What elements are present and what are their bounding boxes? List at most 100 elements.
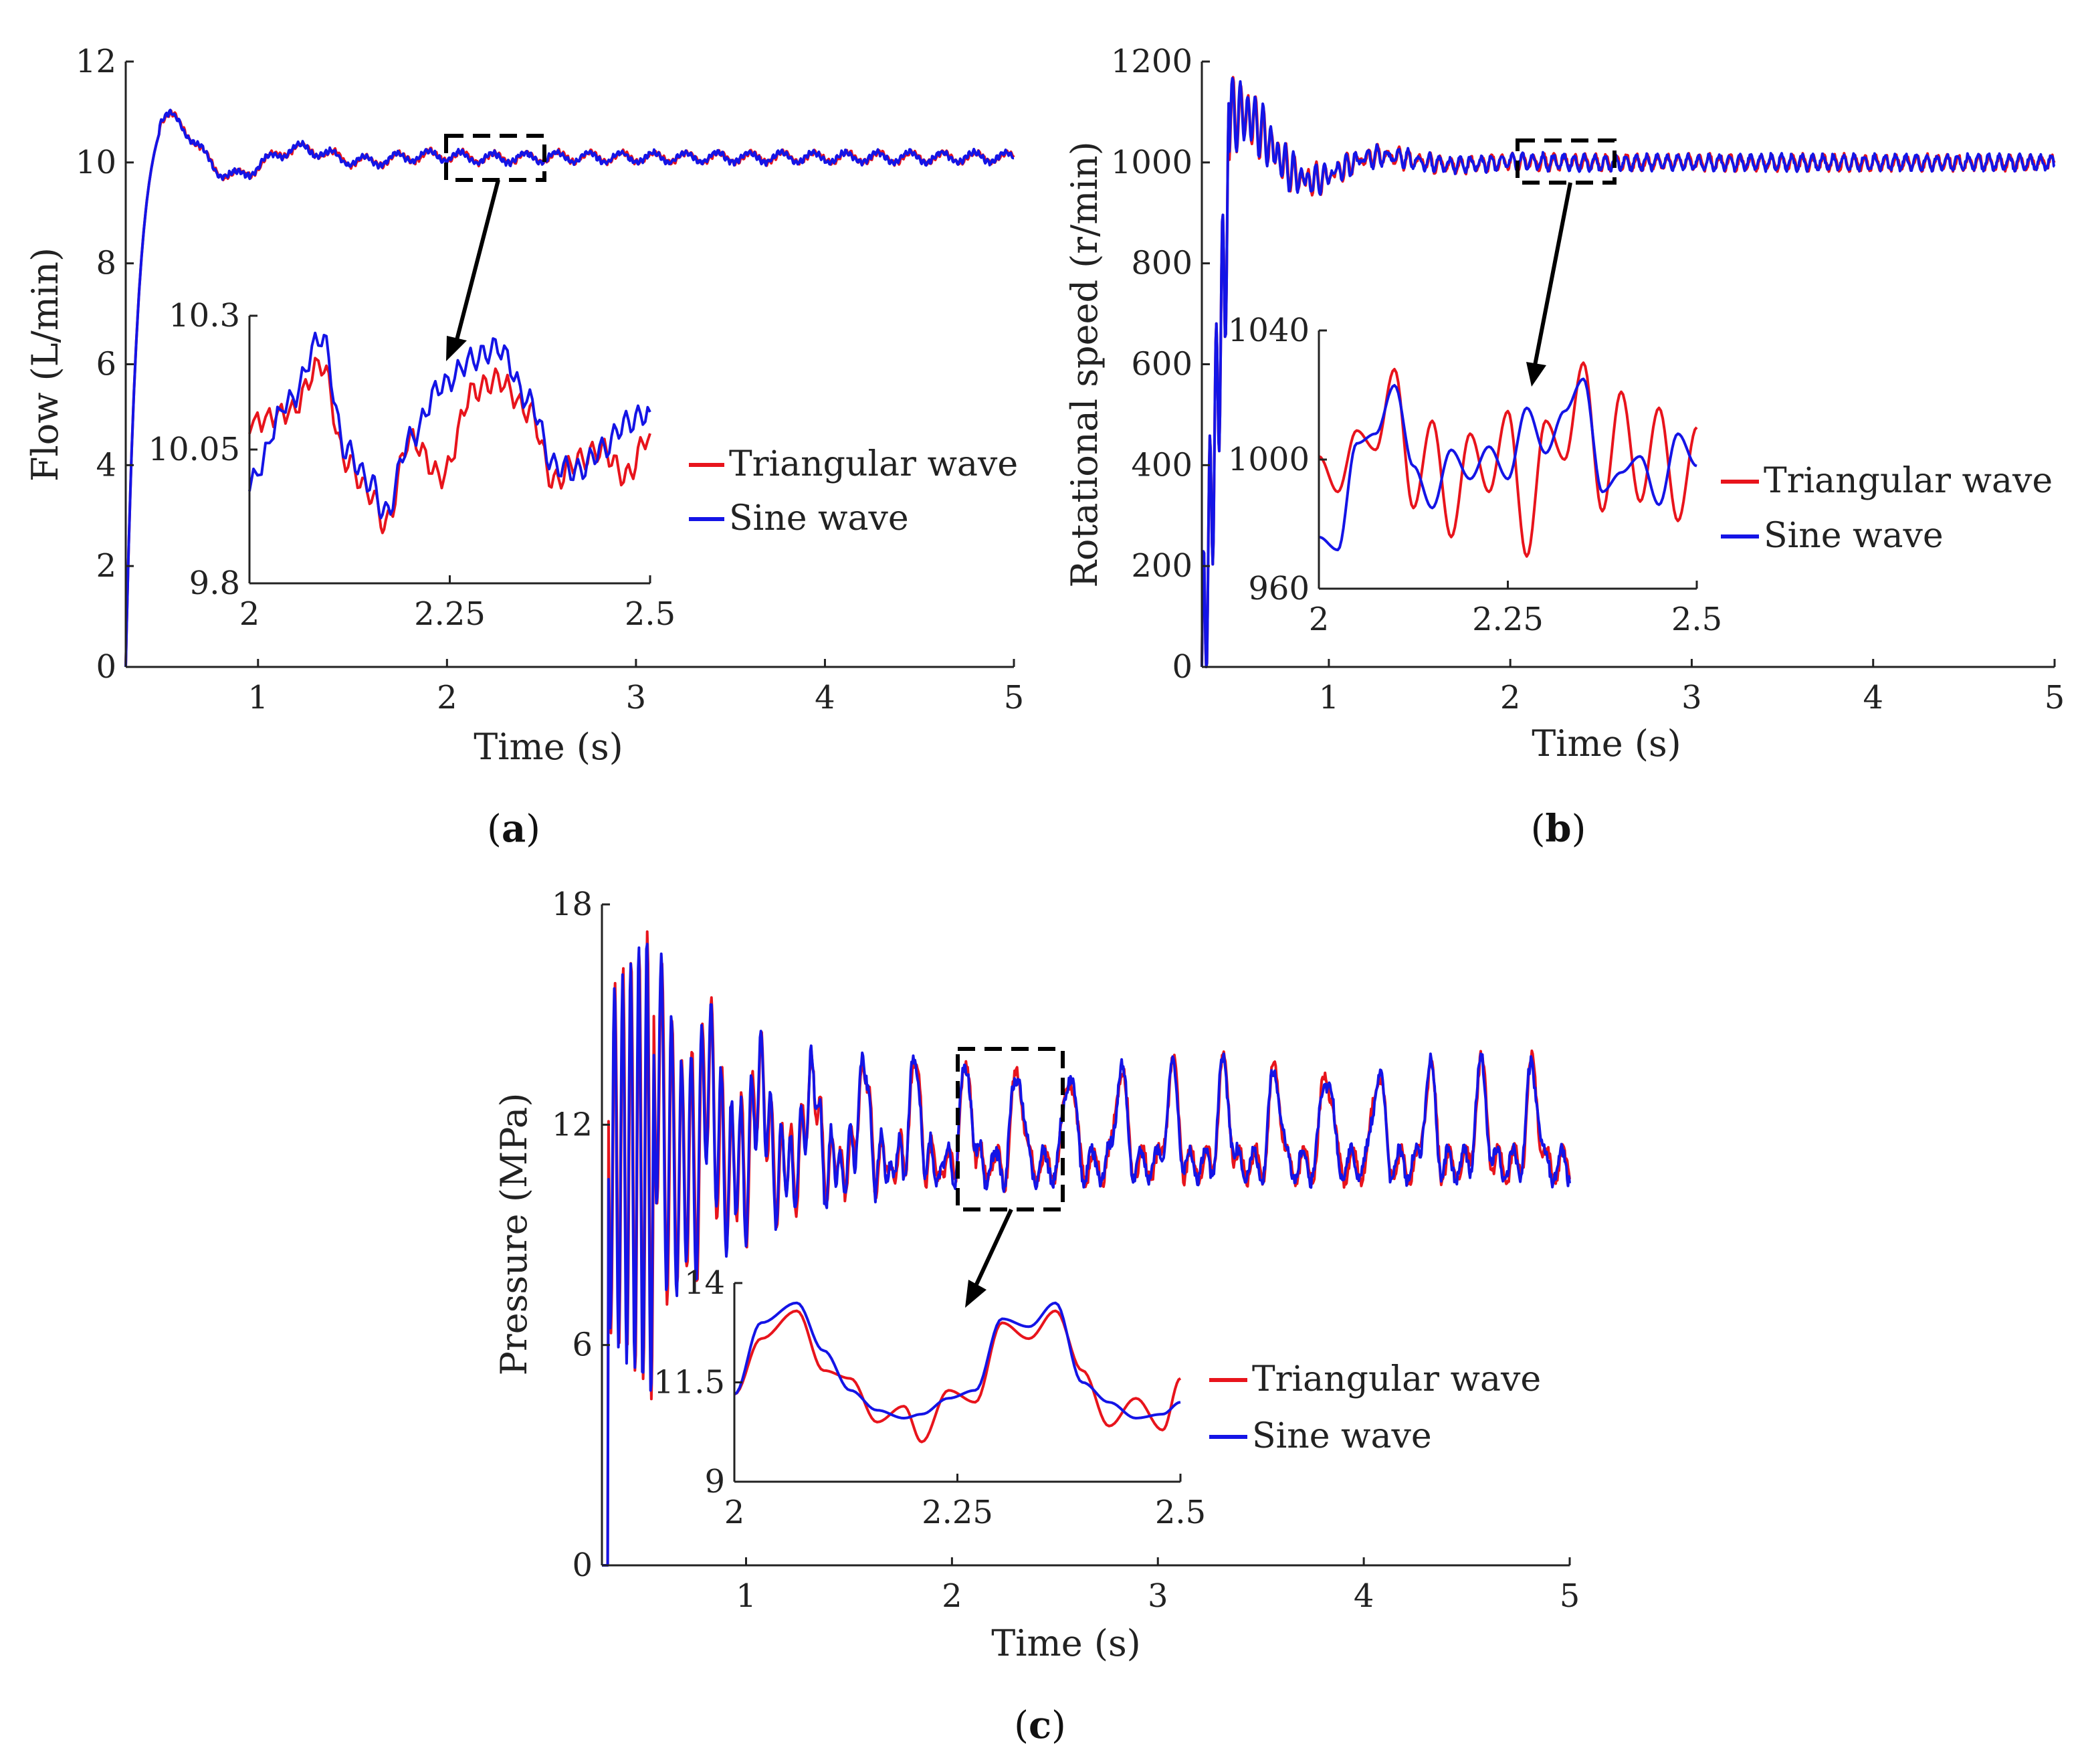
panel-a-arrow-head <box>446 336 467 361</box>
y-tick-label: 4 <box>96 446 116 484</box>
panel-c-inset-sine-line <box>733 1301 1181 1419</box>
panel-c-y-axis-label: Pressure (MPa) <box>493 1093 535 1376</box>
panel-a-x-ticks: 1 2 3 4 5 <box>248 659 1025 716</box>
x-tick-label: 1 <box>736 1577 756 1615</box>
panel-a-x-axis-label: Time (s) <box>474 726 623 768</box>
x-tick-label: 3 <box>626 679 647 716</box>
panel-b-x-axis-label: Time (s) <box>1532 722 1681 765</box>
panel-b-inset: 960 1000 1040 2 2.25 2.5 <box>1228 312 1722 638</box>
panel-c-x-axis-label: Time (s) <box>991 1622 1140 1664</box>
panel-c-inset-y-ticks: 9 11.5 14 <box>653 1264 742 1500</box>
panel-a-y-ticks: 0 2 4 6 8 10 12 <box>76 43 134 686</box>
x-tick-label: 2.5 <box>625 595 675 633</box>
x-tick-label: 2 <box>1309 601 1330 638</box>
legend-label-triangular: Triangular wave <box>729 444 1018 484</box>
y-tick-label: 12 <box>76 43 116 80</box>
panel-a-inset-x-ticks: 2 2.25 2.5 <box>239 575 675 633</box>
y-tick-label: 1040 <box>1228 312 1310 349</box>
x-tick-label: 3 <box>1148 1577 1168 1615</box>
x-tick-label: 4 <box>1354 1577 1374 1615</box>
x-tick-label: 5 <box>1004 679 1025 716</box>
panel-a-zoom-arrow <box>455 179 500 340</box>
panel-a-letter: a <box>502 807 526 851</box>
y-tick-label: 0 <box>572 1547 593 1584</box>
panel-b-letter: b <box>1545 807 1571 851</box>
panel-c-triangular-line <box>601 930 1571 1567</box>
panel-c-letter: c <box>1029 1703 1051 1747</box>
x-tick-label: 2.25 <box>414 595 486 633</box>
x-tick-label: 4 <box>1863 679 1883 716</box>
x-tick-label: 2 <box>1500 679 1521 716</box>
panel-a-inset-sine-line <box>248 331 651 520</box>
panel-b-legend: Triangular wave Sine wave <box>1721 461 2053 556</box>
y-tick-label: 9.8 <box>189 565 240 602</box>
y-tick-label: 1000 <box>1228 441 1310 478</box>
panel-a-series <box>124 108 1015 668</box>
x-tick-label: 2 <box>437 679 457 716</box>
legend-label-triangular: Triangular wave <box>1764 461 2053 501</box>
y-tick-label: 600 <box>1131 346 1192 383</box>
panel-c-legend: Triangular wave Sine wave <box>1209 1359 1541 1456</box>
y-tick-label: 9 <box>704 1463 725 1500</box>
x-tick-label: 2 <box>942 1577 962 1615</box>
x-tick-label: 5 <box>2045 679 2065 716</box>
panel-b-zoom-box <box>1516 138 1617 185</box>
panel-b-rotational-speed-chart: 0 200 400 600 800 1000 1200 1 2 3 4 5 Rotational s… <box>1063 43 2065 851</box>
panel-c-label: (c) <box>1014 1703 1066 1747</box>
x-tick-label: 2.5 <box>1155 1494 1206 1531</box>
x-tick-label: 2 <box>724 1494 745 1531</box>
panel-a-sine-line <box>124 108 1015 668</box>
panel-c-arrow-head <box>965 1280 986 1308</box>
panel-a-inset: 9.8 10.05 10.3 2 2.25 2.5 <box>148 297 676 633</box>
x-tick-label: 1 <box>1319 679 1340 716</box>
panel-b-inset-x-ticks: 2 2.25 2.5 <box>1309 581 1722 638</box>
x-tick-label: 2 <box>239 595 260 633</box>
panel-a-legend: Triangular wave Sine wave <box>689 444 1018 538</box>
panel-b-label: (b) <box>1531 807 1586 851</box>
x-tick-label: 4 <box>815 679 835 716</box>
y-tick-label: 800 <box>1131 245 1192 282</box>
y-tick-label: 12 <box>552 1106 593 1143</box>
x-tick-label: 3 <box>1681 679 1702 716</box>
y-tick-label: 10 <box>76 144 116 181</box>
panel-c-series <box>601 930 1571 1567</box>
y-tick-label: 2 <box>96 547 116 585</box>
panel-b-arrow-head <box>1526 362 1546 387</box>
legend-label-sine: Sine wave <box>1764 516 1944 556</box>
y-tick-label: 11.5 <box>653 1364 725 1401</box>
panel-c-inset: 9 11.5 14 2 2.25 2.5 <box>653 1264 1206 1531</box>
panel-c-zoom-arrow <box>974 1208 1013 1286</box>
panel-c-y-ticks: 0 6 12 18 <box>552 886 610 1584</box>
x-tick-label: 5 <box>1560 1577 1580 1615</box>
y-tick-label: 400 <box>1131 446 1192 484</box>
y-tick-label: 8 <box>96 245 116 282</box>
legend-label-sine: Sine wave <box>729 498 909 538</box>
y-tick-label: 14 <box>684 1264 725 1302</box>
panel-c-inset-series <box>733 1301 1182 1444</box>
x-tick-label: 2.25 <box>922 1494 993 1531</box>
x-tick-label: 2.25 <box>1472 601 1544 638</box>
panel-c-inset-triangular-line <box>734 1309 1182 1444</box>
panel-b-series <box>1201 76 2056 668</box>
legend-label-sine: Sine wave <box>1252 1416 1432 1456</box>
panel-a-zoom-box <box>444 134 546 182</box>
panel-b-inset-triangular-line <box>1318 361 1698 558</box>
panel-b-y-axis-label: Rotational speed (r/min) <box>1063 141 1106 587</box>
panel-a-y-axis-label: Flow (L/min) <box>24 248 66 482</box>
panel-b-inset-y-ticks: 960 1000 1040 <box>1228 312 1327 607</box>
y-tick-label: 6 <box>96 346 116 383</box>
y-tick-label: 10.3 <box>169 297 240 334</box>
panel-a-inset-series <box>248 331 651 534</box>
panel-c-x-ticks: 1 2 3 4 5 <box>736 1557 1580 1615</box>
panel-c-sine-line <box>601 943 1571 1567</box>
y-tick-label: 10.05 <box>148 431 240 468</box>
panel-b-y-ticks: 0 200 400 600 800 1000 1200 <box>1111 43 1210 686</box>
panel-b-x-ticks: 1 2 3 4 5 <box>1319 659 2065 716</box>
y-tick-label: 1200 <box>1111 43 1192 80</box>
x-tick-label: 1 <box>248 679 269 716</box>
legend-label-triangular: Triangular wave <box>1252 1359 1541 1399</box>
y-tick-label: 200 <box>1131 547 1192 585</box>
